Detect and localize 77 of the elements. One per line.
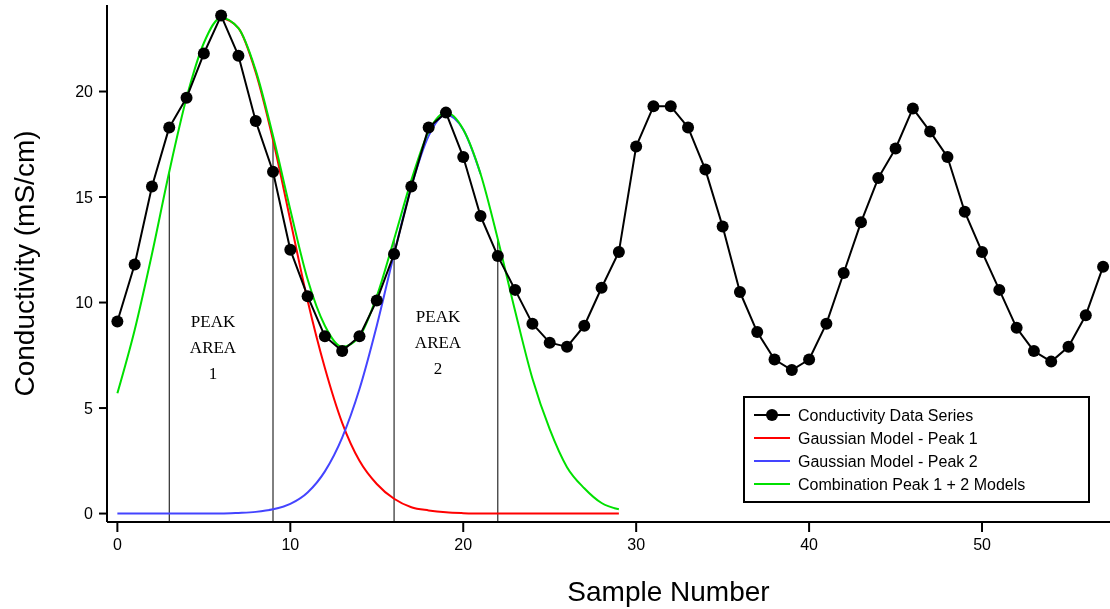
legend-label: Gaussian Model - Peak 2 <box>798 452 978 470</box>
point <box>215 9 228 22</box>
y-tick-label: 10 <box>75 294 94 312</box>
point <box>370 294 383 307</box>
y-tick-label: 15 <box>75 188 94 206</box>
point <box>318 330 331 343</box>
point <box>111 315 124 328</box>
x-tick-label: 0 <box>112 536 122 553</box>
point <box>976 245 989 258</box>
point <box>1097 260 1110 273</box>
point <box>422 121 435 134</box>
point <box>197 47 210 60</box>
point <box>837 267 850 279</box>
x-tick-label: 40 <box>800 536 819 553</box>
point <box>249 115 262 128</box>
point <box>491 250 504 263</box>
point <box>457 150 470 163</box>
point <box>1027 345 1040 358</box>
point <box>664 100 677 113</box>
point <box>889 142 902 155</box>
point <box>751 326 764 339</box>
point <box>647 100 660 113</box>
point <box>803 353 816 366</box>
annotation: PEAK AREA 2 <box>414 307 462 378</box>
point <box>733 285 746 298</box>
point <box>163 121 176 134</box>
point <box>509 283 522 296</box>
point <box>1010 321 1023 334</box>
x-tick-label: 20 <box>454 536 473 553</box>
point <box>924 125 937 138</box>
point <box>232 49 245 62</box>
point <box>820 317 833 330</box>
point <box>768 353 781 366</box>
x-tick-label: 50 <box>973 536 992 553</box>
point <box>630 140 643 153</box>
point <box>595 281 608 294</box>
point <box>872 172 885 185</box>
point <box>785 364 798 377</box>
point <box>906 102 919 115</box>
point <box>854 216 867 229</box>
point <box>439 106 452 119</box>
point <box>578 319 591 332</box>
point <box>958 205 971 218</box>
point <box>284 243 297 256</box>
y-tick-label: 0 <box>84 505 94 523</box>
y-tick-label: 20 <box>75 83 94 101</box>
point <box>145 180 158 193</box>
annotation: PEAK AREA 1 <box>189 312 237 383</box>
x-tick-label: 30 <box>627 536 646 553</box>
legend-label: Gaussian Model - Peak 1 <box>798 429 978 447</box>
point <box>526 317 539 330</box>
point <box>336 345 349 358</box>
point <box>561 340 573 353</box>
point <box>1079 309 1092 322</box>
point <box>1062 340 1075 353</box>
point <box>941 150 954 163</box>
point <box>267 165 280 178</box>
point <box>716 220 729 233</box>
y-axis-title: Conductivity (mS/cm) <box>9 130 40 397</box>
point <box>388 248 401 260</box>
legend-label: Combination Peak 1 + 2 Models <box>798 475 1026 493</box>
point <box>128 258 141 271</box>
point <box>180 91 193 104</box>
point <box>612 245 625 258</box>
point <box>993 283 1006 296</box>
y-tick-label: 5 <box>84 399 94 417</box>
x-tick-label: 10 <box>281 536 300 553</box>
point <box>474 210 487 223</box>
point <box>405 180 418 193</box>
point <box>699 163 712 176</box>
point <box>1045 355 1058 368</box>
x-axis-title: Sample Number <box>567 576 770 607</box>
point <box>682 121 695 134</box>
point <box>543 336 556 349</box>
point <box>301 290 314 303</box>
legend-label: Conductivity Data Series <box>798 406 974 424</box>
point <box>353 330 366 343</box>
